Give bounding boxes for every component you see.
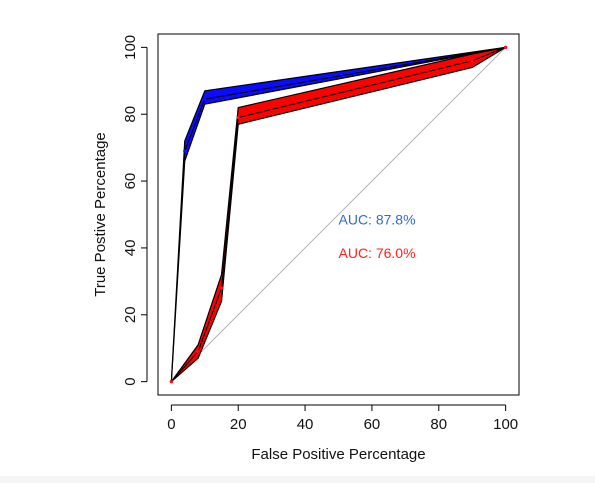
y-tick-label-40: 40 xyxy=(122,240,139,257)
auc-annotation-red: AUC: 76.0% xyxy=(339,245,416,261)
series-0-point-1 xyxy=(183,149,187,153)
series-1-point-0 xyxy=(169,380,173,384)
x-tick-label-80: 80 xyxy=(430,416,447,433)
series-1-point-1 xyxy=(196,349,200,354)
series-1-point-2 xyxy=(219,286,224,290)
x-tick-label-60: 60 xyxy=(364,416,381,433)
reference-diagonal-line xyxy=(171,47,506,382)
auc-annotation-blue: AUC: 87.8% xyxy=(339,212,416,228)
x-tick-label-0: 0 xyxy=(167,416,175,433)
x-axis-label: False Positive Percentage xyxy=(251,446,425,463)
series-1-point-5 xyxy=(504,45,508,49)
y-tick-label-80: 80 xyxy=(122,106,139,123)
y-tick-label-100: 100 xyxy=(122,35,139,60)
y-tick-label-20: 20 xyxy=(122,306,139,323)
series-0-line xyxy=(170,46,506,382)
axes: 0 20 40 60 80 100 0 20 40 60 80 100 xyxy=(122,33,520,433)
y-tick-label-0: 0 xyxy=(122,377,139,385)
series-1-point-3 xyxy=(236,115,240,120)
plot-area xyxy=(169,45,508,384)
series-1-point-4 xyxy=(470,59,474,63)
x-tick-label-100: 100 xyxy=(493,416,518,433)
series-1-line xyxy=(170,46,506,382)
x-tick-label-20: 20 xyxy=(230,416,247,433)
bottom-strip xyxy=(0,476,595,483)
x-tick-label-40: 40 xyxy=(297,416,314,433)
y-axis-label: True Postive Percentage xyxy=(92,132,109,297)
plot-frame xyxy=(157,33,520,396)
series-0-point-2 xyxy=(203,97,207,101)
y-tick-label-60: 60 xyxy=(122,173,139,190)
